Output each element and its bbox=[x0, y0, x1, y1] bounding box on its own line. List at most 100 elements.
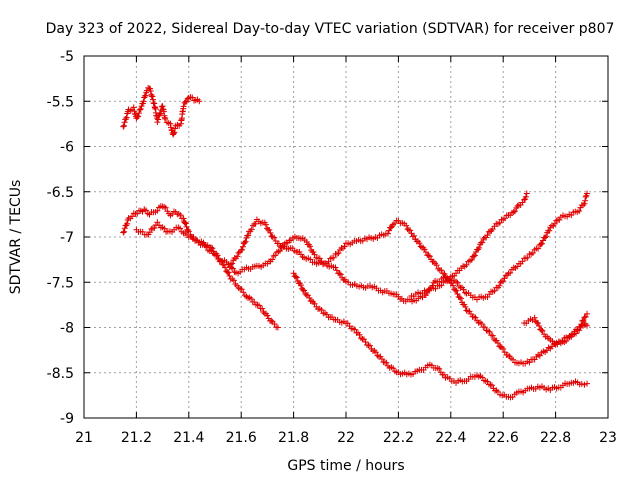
data-point-track-e bbox=[356, 331, 363, 338]
data-point-track-a bbox=[156, 111, 163, 118]
data-point-track-d bbox=[584, 310, 591, 317]
data-point-track-c bbox=[453, 278, 460, 285]
data-point-track-a bbox=[189, 94, 196, 101]
data-point-track-d bbox=[471, 313, 478, 320]
data-point-track-f bbox=[468, 256, 475, 263]
data-point-track-b bbox=[124, 220, 131, 227]
data-point-track-c bbox=[582, 193, 589, 200]
data-point-track-b bbox=[180, 215, 187, 222]
data-point-track-a bbox=[134, 113, 141, 120]
y-tick-label: -5.5 bbox=[47, 94, 74, 110]
data-point-track-e bbox=[374, 352, 381, 359]
data-point-track-c bbox=[336, 270, 343, 277]
data-point-track-a bbox=[196, 98, 203, 105]
data-point-track-g bbox=[535, 320, 542, 327]
data-point-track-g bbox=[539, 327, 546, 334]
data-point-track-d bbox=[334, 250, 341, 257]
data-point-track-g bbox=[538, 326, 545, 333]
data-point-track-c bbox=[584, 190, 591, 197]
data-point-track-b bbox=[185, 228, 192, 235]
data-point-track-c bbox=[229, 265, 236, 272]
data-point-track-d bbox=[267, 229, 274, 236]
data-point-track-d bbox=[245, 232, 252, 239]
data-point-track-c bbox=[276, 247, 283, 254]
data-point-track-f bbox=[438, 282, 445, 289]
data-point-track-b bbox=[143, 207, 150, 214]
data-point-track-c bbox=[454, 279, 461, 286]
data-point-track-b bbox=[229, 275, 236, 282]
data-point-track-b bbox=[134, 210, 141, 217]
data-point-track-f bbox=[480, 235, 487, 242]
x-tick-label: 22.6 bbox=[488, 430, 519, 446]
data-point-track-c bbox=[307, 243, 314, 250]
data-point-track-e bbox=[302, 291, 309, 298]
data-point-track-b bbox=[154, 207, 161, 214]
data-point-track-d bbox=[268, 233, 275, 240]
data-point-track-c bbox=[310, 249, 317, 256]
data-point-track-e bbox=[484, 378, 491, 385]
data-point-track-c bbox=[496, 282, 503, 289]
data-point-track-d bbox=[146, 229, 153, 236]
data-point-track-c bbox=[497, 279, 504, 286]
data-point-track-d bbox=[335, 250, 342, 257]
data-point-track-d bbox=[248, 226, 255, 233]
data-point-track-e bbox=[351, 326, 358, 333]
data-point-track-b bbox=[274, 324, 281, 331]
data-point-track-a bbox=[131, 108, 138, 115]
data-point-track-b bbox=[259, 305, 266, 312]
y-tick-label: -6.5 bbox=[47, 185, 74, 201]
data-point-track-a bbox=[137, 106, 144, 113]
data-point-track-a bbox=[157, 110, 164, 117]
data-point-track-d bbox=[177, 225, 184, 232]
data-point-track-d bbox=[227, 261, 234, 268]
data-point-track-c bbox=[269, 256, 276, 263]
data-point-track-c bbox=[501, 275, 508, 282]
data-point-track-a bbox=[147, 88, 154, 95]
data-point-track-e bbox=[306, 294, 313, 301]
data-point-track-d bbox=[214, 252, 221, 259]
data-point-track-e bbox=[290, 270, 297, 277]
data-point-track-d bbox=[242, 238, 249, 245]
data-point-track-d bbox=[477, 319, 484, 326]
data-point-track-d bbox=[426, 253, 433, 260]
data-point-track-a bbox=[123, 114, 130, 121]
data-point-track-c bbox=[543, 233, 550, 240]
data-point-track-d bbox=[439, 270, 446, 277]
data-point-track-d bbox=[385, 227, 392, 234]
data-point-track-a bbox=[120, 122, 127, 129]
data-point-track-b bbox=[121, 228, 128, 235]
data-point-track-d bbox=[241, 239, 248, 246]
data-point-track-e bbox=[357, 335, 364, 342]
data-point-track-b bbox=[240, 289, 247, 296]
data-point-track-d bbox=[234, 253, 241, 260]
data-point-track-f bbox=[522, 193, 529, 200]
data-point-track-d bbox=[422, 249, 429, 256]
y-tick-label: -5 bbox=[60, 49, 74, 65]
data-point-track-d bbox=[229, 260, 236, 267]
data-point-track-d bbox=[456, 294, 463, 301]
data-point-track-d bbox=[384, 230, 391, 237]
data-point-track-d bbox=[425, 252, 432, 259]
data-point-track-f bbox=[485, 228, 492, 235]
data-point-track-e bbox=[581, 381, 588, 388]
data-point-track-g bbox=[584, 322, 591, 329]
x-tick-label: 21.4 bbox=[173, 430, 204, 446]
data-point-track-d bbox=[154, 219, 161, 226]
data-point-track-a bbox=[154, 119, 161, 126]
data-point-track-c bbox=[535, 245, 542, 252]
data-point-track-a bbox=[149, 93, 156, 100]
data-point-track-a bbox=[167, 120, 174, 127]
x-tick-label: 21.8 bbox=[278, 430, 309, 446]
data-point-track-f bbox=[476, 244, 483, 251]
data-point-track-d bbox=[485, 328, 492, 335]
tick-layer: 21 21.2 21.4 21.6 21.8 22 22.2 22.4 22.6 22.8 23 -5… bbox=[47, 49, 617, 446]
data-point-track-d bbox=[416, 240, 423, 247]
data-point-track-d bbox=[468, 311, 475, 318]
data-point-track-g bbox=[577, 323, 584, 330]
data-point-track-e bbox=[378, 356, 385, 363]
data-point-track-d bbox=[411, 232, 418, 239]
data-point-track-e bbox=[293, 274, 300, 281]
data-point-track-a bbox=[149, 96, 156, 103]
data-point-track-d bbox=[438, 267, 445, 274]
data-point-track-c bbox=[529, 250, 536, 257]
